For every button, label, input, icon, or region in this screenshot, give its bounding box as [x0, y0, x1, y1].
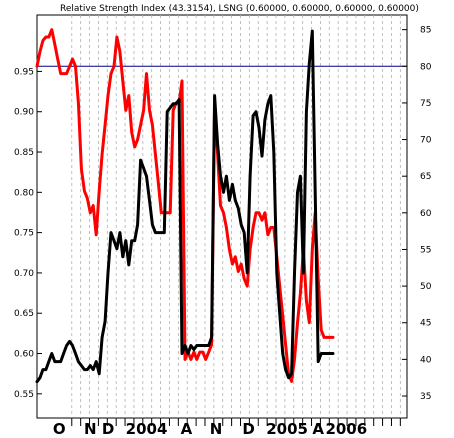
x-tick-label: N [84, 420, 97, 438]
x-tick-label: D [102, 420, 114, 438]
left-tick-label: 0.55 [14, 390, 34, 400]
left-tick-label: 0.75 [14, 229, 34, 239]
right-tick-label: 35 [420, 392, 431, 402]
x-tick-label: 2004 [126, 420, 168, 438]
left-tick-label: 0.70 [14, 269, 34, 279]
x-tick-label: A [312, 420, 324, 438]
series-group [35, 28, 335, 384]
left-tick-label: 0.60 [14, 350, 34, 360]
x-tick-label: O [53, 420, 66, 438]
plot-frame [36, 14, 408, 419]
x-tick-label: N [210, 420, 223, 438]
right-tick-label: 75 [420, 99, 431, 109]
x-tick-label: D [242, 420, 254, 438]
left-tick-label: 0.90 [14, 108, 34, 118]
right-tick-label: 85 [420, 26, 431, 36]
vertical-grid [71, 15, 401, 418]
right-tick-label: 70 [420, 136, 432, 146]
plot-area [36, 14, 408, 419]
right-tick-label: 40 [420, 355, 432, 365]
right-tick-label: 55 [420, 245, 431, 255]
right-tick-label: 45 [420, 319, 431, 329]
series-line-red [35, 28, 335, 383]
right-tick-label: 50 [420, 282, 432, 292]
left-tick-label: 0.95 [14, 67, 34, 77]
chart-title: Relative Strength Index (43.3154), LSNG … [60, 4, 419, 14]
series-line-black [35, 29, 335, 384]
x-tick-label: A [181, 420, 193, 438]
right-tick-label: 65 [420, 172, 431, 182]
x-tick-label: 2006 [325, 420, 367, 438]
left-tick-label: 0.80 [14, 188, 34, 198]
left-tick-label: 0.85 [14, 148, 34, 158]
x-axis: O N D 2004 A N D 2005 A 2006 [53, 418, 401, 438]
left-axis: 0.55 0.60 0.65 0.70 0.75 0.80 0.85 0.90 0.95 [14, 67, 42, 400]
right-tick-label: 60 [420, 209, 432, 219]
right-axis: 35 40 45 50 55 60 65 70 75 80 85 [402, 26, 432, 402]
left-tick-label: 0.65 [14, 309, 34, 319]
x-tick-label: 2005 [266, 420, 308, 438]
right-tick-label: 80 [420, 62, 432, 72]
